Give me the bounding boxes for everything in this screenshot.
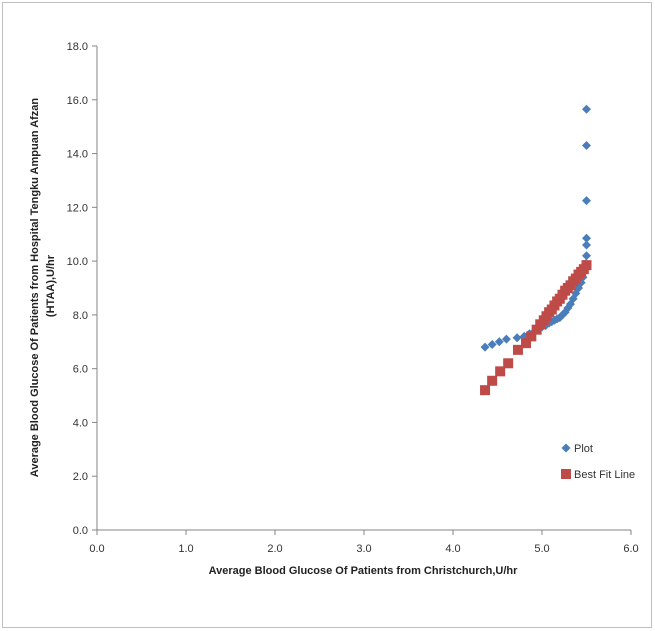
y-tick-label: 10.0 (67, 256, 88, 268)
data-point (520, 338, 531, 349)
data-point (503, 358, 514, 369)
y-axis-ticks: 0.0 2.0 4.0 6.0 8.0 10.0 12.0 14.0 16.0 18.0 (67, 41, 97, 537)
y-tick-label: 2.0 (73, 471, 88, 483)
data-point (480, 385, 491, 396)
y-axis-label-line-1: Average Blood Glucose Of Patients from H… (29, 98, 41, 478)
x-tick-label: 2.0 (267, 543, 282, 555)
x-axis-ticks: 0.0 1.0 2.0 3.0 4.0 5.0 6.0 (89, 530, 639, 555)
x-tick-label: 4.0 (445, 543, 460, 555)
legend-label-plot: Plot (574, 443, 593, 455)
x-axis-label: Average Blood Glucose Of Patients from C… (209, 565, 519, 577)
data-point (495, 366, 506, 377)
data-point (582, 240, 591, 250)
data-point (582, 140, 591, 150)
data-point (487, 339, 497, 349)
x-tick-label: 3.0 (356, 543, 371, 555)
data-point (582, 104, 591, 114)
series-plot (480, 104, 591, 352)
y-tick-label: 12.0 (67, 202, 88, 214)
legend: Plot Best Fit Line (561, 443, 635, 481)
data-point (494, 337, 504, 347)
y-axis-label-line-2: (HTAA),U/hr (45, 254, 57, 317)
data-point (531, 324, 542, 335)
y-tick-label: 18.0 (67, 41, 88, 53)
data-point (581, 260, 592, 271)
y-tick-label: 16.0 (67, 95, 88, 107)
y-tick-label: 8.0 (73, 310, 88, 322)
data-point (501, 334, 511, 344)
y-tick-label: 14.0 (67, 149, 88, 161)
data-point (480, 342, 490, 352)
data-point (526, 331, 537, 342)
y-tick-label: 0.0 (73, 525, 88, 537)
data-point (512, 333, 522, 343)
series-best-fit-line (480, 260, 592, 396)
data-point (582, 251, 591, 261)
data-point (512, 344, 523, 355)
x-tick-label: 1.0 (178, 543, 193, 555)
x-tick-label: 6.0 (623, 543, 638, 555)
data-point (582, 196, 591, 206)
x-tick-label: 5.0 (534, 543, 549, 555)
data-point (487, 375, 498, 386)
x-tick-label: 0.0 (89, 543, 104, 555)
data-point (582, 233, 591, 243)
y-tick-label: 4.0 (73, 417, 88, 429)
legend-marker-best-fit-line (561, 469, 571, 479)
y-tick-label: 6.0 (73, 364, 88, 376)
legend-label-best-fit-line: Best Fit Line (574, 469, 635, 481)
series-layer (480, 104, 592, 396)
legend-marker-plot (561, 443, 571, 453)
y-axis-label: Average Blood Glucose Of Patients from H… (29, 95, 57, 477)
